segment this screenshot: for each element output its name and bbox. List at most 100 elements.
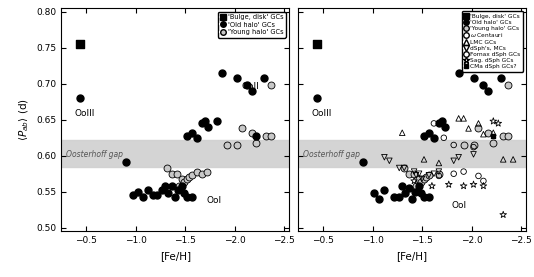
Point <box>504 83 513 88</box>
Point <box>425 173 433 177</box>
Point <box>469 145 478 149</box>
Point <box>262 134 271 138</box>
Point <box>122 159 130 164</box>
Point <box>395 194 404 199</box>
Point <box>415 171 423 176</box>
Point <box>410 171 418 176</box>
Point <box>420 134 428 138</box>
Point <box>410 179 418 183</box>
Point <box>441 125 449 129</box>
Point <box>395 166 404 170</box>
Point <box>134 189 142 194</box>
Point <box>412 173 420 177</box>
Point <box>203 169 211 174</box>
Point <box>494 121 502 125</box>
Point <box>469 143 478 147</box>
Point <box>479 132 488 136</box>
Point <box>143 187 152 192</box>
Point <box>237 126 246 131</box>
Point <box>439 135 448 140</box>
Point <box>469 182 478 187</box>
Point <box>417 180 425 184</box>
Point <box>425 194 433 199</box>
Point <box>489 130 498 135</box>
Point <box>185 175 193 179</box>
Point <box>148 193 157 198</box>
Point <box>76 42 84 47</box>
Point <box>418 176 426 181</box>
Point <box>499 212 507 217</box>
Bar <box>299 140 526 166</box>
Point <box>188 130 197 135</box>
Point <box>484 130 493 135</box>
Point <box>499 134 507 138</box>
Point <box>158 187 167 192</box>
Point <box>398 184 406 188</box>
Point <box>180 180 189 184</box>
Point <box>198 121 206 125</box>
Point <box>161 184 170 188</box>
Point <box>420 157 428 161</box>
Point <box>469 76 478 80</box>
Point <box>435 174 443 178</box>
Point <box>435 169 443 174</box>
Text: OoII: OoII <box>478 64 496 73</box>
Point <box>267 134 276 138</box>
Point <box>313 42 321 47</box>
Point <box>450 159 458 163</box>
Point <box>168 184 177 188</box>
Point <box>76 96 84 101</box>
Point <box>247 89 256 93</box>
Point <box>425 173 433 177</box>
Point <box>380 155 389 160</box>
Point <box>313 96 321 101</box>
Point <box>193 169 201 174</box>
Point <box>164 191 172 195</box>
Point <box>430 171 438 176</box>
Point <box>428 184 436 188</box>
Point <box>459 184 468 188</box>
Text: OoI: OoI <box>207 196 222 204</box>
Point <box>405 171 413 176</box>
Point <box>390 194 398 199</box>
Point <box>175 184 184 188</box>
Point <box>183 176 191 181</box>
Point <box>174 187 183 192</box>
Point <box>479 83 488 88</box>
Point <box>153 193 162 198</box>
Point <box>183 134 191 138</box>
Text: OoI: OoI <box>452 201 467 210</box>
Point <box>415 184 423 188</box>
Point <box>499 157 507 161</box>
Point <box>188 194 197 199</box>
Point <box>163 166 171 170</box>
Point <box>479 179 488 183</box>
Point <box>412 184 420 188</box>
Point <box>454 71 463 75</box>
Point <box>173 171 182 176</box>
Point <box>444 182 453 187</box>
Legend: 'Bulge, disk' GCs, 'Old halo' GCs, 'Young halo' GCs: 'Bulge, disk' GCs, 'Old halo' GCs, 'Youn… <box>217 12 286 38</box>
Point <box>400 166 409 170</box>
Point <box>411 189 419 194</box>
Point <box>459 143 468 147</box>
X-axis label: [Fe/H]: [Fe/H] <box>397 251 428 261</box>
Point <box>450 143 458 147</box>
Point <box>430 135 438 140</box>
Point <box>242 83 251 88</box>
Point <box>178 184 186 188</box>
Point <box>213 119 221 124</box>
Y-axis label: $\langle P_{ab} \rangle$ (d): $\langle P_{ab} \rangle$ (d) <box>17 98 31 141</box>
Point <box>178 176 186 181</box>
Point <box>484 89 493 93</box>
Point <box>180 191 189 195</box>
Point <box>437 119 446 124</box>
Text: OoIII: OoIII <box>74 109 95 118</box>
Legend: 'Bulge, disk' GCs, 'Old halo' GCs, 'Young halo' GCs, $\omega$ Centauri, LMC GCs,: 'Bulge, disk' GCs, 'Old halo' GCs, 'Youn… <box>462 11 523 71</box>
Point <box>509 157 517 161</box>
Point <box>459 116 468 120</box>
Text: Oosterhoff gap: Oosterhoff gap <box>66 150 123 159</box>
X-axis label: [Fe/H]: [Fe/H] <box>160 251 191 261</box>
Point <box>398 130 406 135</box>
Point <box>252 141 261 145</box>
